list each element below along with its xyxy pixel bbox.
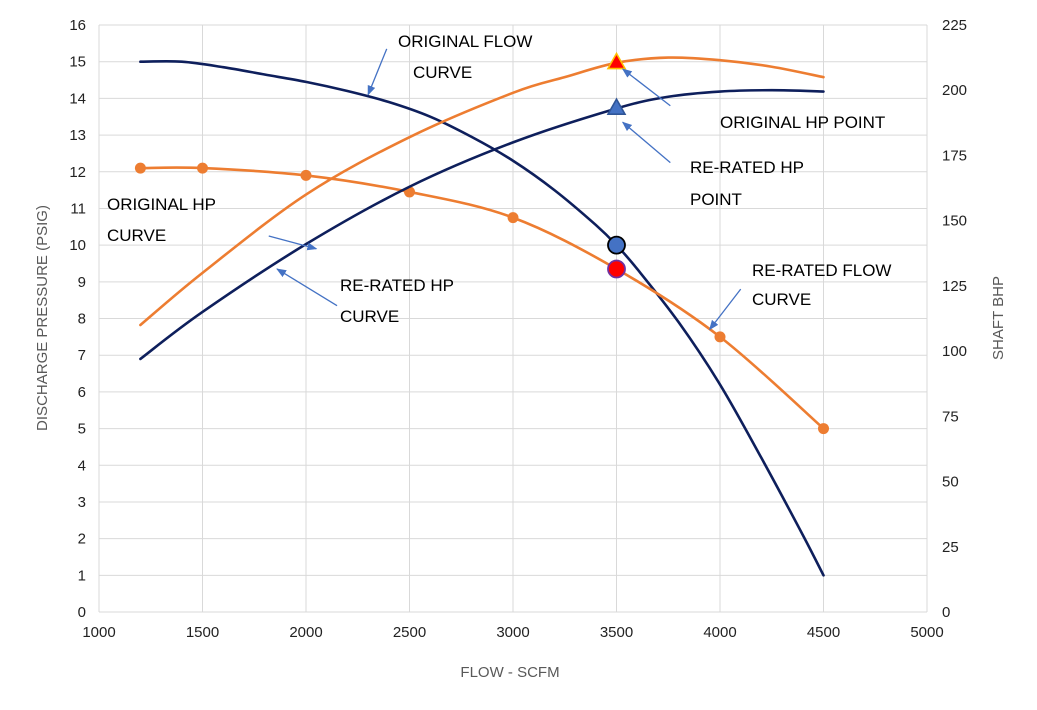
x-tick-label: 4500 <box>807 624 840 641</box>
x-tick-label: 2000 <box>289 624 322 641</box>
y2-tick-label: 200 <box>942 82 967 99</box>
grid <box>98 24 928 613</box>
original-hp-curve-label: ORIGINAL HP <box>107 195 216 214</box>
y-tick-label: 15 <box>69 54 86 71</box>
x-tick-label: 3000 <box>496 624 529 641</box>
original-flow-curve-label: CURVE <box>413 63 472 82</box>
re-rated-hp-curve-label: RE-RATED HP <box>340 276 454 295</box>
x-tick-label: 5000 <box>910 624 943 641</box>
y2-tick-label: 175 <box>942 147 967 164</box>
y-tick-label: 11 <box>70 200 86 217</box>
re-rated-hp-curve-line <box>139 88 825 361</box>
y-tick-label: 9 <box>78 274 86 291</box>
annotations: ORIGINAL FLOW CURVE ORIGINAL HP POINT RE-RA… <box>107 32 891 331</box>
y-tick-label: 7 <box>78 347 86 364</box>
re-rated-hp-point-label: RE-RATED HP <box>690 158 804 177</box>
re-rated-hp-curve-arrow <box>276 268 338 307</box>
y-tick-label: 3 <box>78 494 86 511</box>
original-hp-curve-arrow <box>268 235 318 251</box>
re-rated-flow-curve-marker <box>197 162 208 174</box>
y-tick-label: 5 <box>78 421 86 438</box>
y-axis-title: DISCHARGE PRESSURE (PSIG) <box>34 205 51 431</box>
x-tick-label: 1000 <box>82 624 115 641</box>
re-rated-flow-curve-marker <box>134 162 146 174</box>
y-tick-label: 14 <box>69 90 86 107</box>
re-rated-design-point-marker <box>607 259 626 279</box>
original-hp-curve-line <box>139 56 825 327</box>
y2-tick-label: 0 <box>942 604 950 621</box>
y2-tick-label: 25 <box>942 539 959 556</box>
original-hp-point-label: ORIGINAL HP POINT <box>720 113 885 132</box>
y-tick-label: 13 <box>69 127 86 144</box>
re-rated-hp-point-marker <box>606 97 627 115</box>
y-tick-label: 1 <box>78 567 86 584</box>
x-tick-label: 3500 <box>600 624 633 641</box>
x-tick-label: 1500 <box>186 624 219 641</box>
y2-tick-label: 225 <box>942 17 967 34</box>
re-rated-flow-curve-label: RE-RATED FLOW <box>752 261 891 280</box>
original-hp-curve-label: CURVE <box>107 226 166 245</box>
re-rated-flow-curve-marker <box>818 423 829 435</box>
y-tick-label: 10 <box>69 237 86 254</box>
y2-tick-label: 75 <box>942 408 959 425</box>
re-rated-hp-point-label: POINT <box>690 190 742 209</box>
re-rated-flow-curve-marker <box>714 331 726 343</box>
y2-axis-title: SHAFT BHP <box>990 276 1007 360</box>
re-rated-flow-curve-arrow <box>709 288 742 331</box>
y-tick-label: 6 <box>78 384 86 401</box>
x-tick-label: 4000 <box>703 624 736 641</box>
original-hp-point-marker <box>606 51 627 70</box>
y2-tick-label: 150 <box>942 213 967 230</box>
y-tick-label: 2 <box>78 531 86 548</box>
re-rated-flow-curve-label: CURVE <box>752 290 811 309</box>
y-tick-label: 16 <box>69 17 86 34</box>
re-rated-flow-curve-marker <box>300 169 312 181</box>
y-tick-label: 12 <box>69 164 86 181</box>
re-rated-flow-curve-marker <box>507 212 519 224</box>
y2-tick-label: 50 <box>942 474 959 491</box>
re-rated-hp-curve-label: CURVE <box>340 307 399 326</box>
axes: 1000 1500 2000 2500 3000 3500 4000 4500 50000123… <box>69 17 967 641</box>
highlight-points <box>606 51 627 279</box>
original-flow-curve-label: ORIGINAL FLOW <box>398 32 532 51</box>
original-flow-curve-line <box>139 59 825 577</box>
y-tick-label: 4 <box>78 457 86 474</box>
x-axis-title: FLOW - SCFM <box>460 664 559 681</box>
y2-tick-label: 100 <box>942 343 967 360</box>
original-hp-point-arrow <box>621 68 671 107</box>
original-flow-curve-arrow <box>367 48 388 96</box>
y-tick-label: 0 <box>78 604 86 621</box>
original-design-point-marker <box>607 235 626 255</box>
re-rated-hp-point-arrow <box>621 121 671 164</box>
y2-tick-label: 125 <box>942 278 967 295</box>
y-tick-label: 8 <box>78 311 86 328</box>
x-tick-label: 2500 <box>393 624 426 641</box>
